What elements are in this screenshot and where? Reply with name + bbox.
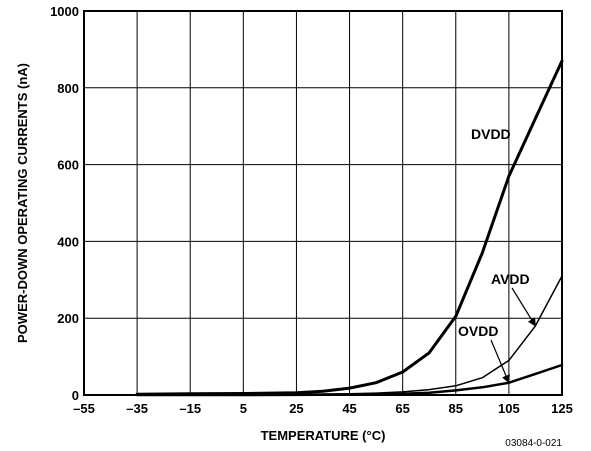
figure-id: 03084-0-021 xyxy=(505,438,562,449)
x-tick-label: 65 xyxy=(395,401,409,416)
series-arrow-ovdd xyxy=(490,339,510,384)
x-tick-label: –15 xyxy=(179,401,201,416)
x-tick-label: 45 xyxy=(342,401,356,416)
y-tick-label: 200 xyxy=(57,311,79,326)
y-tick-label: 0 xyxy=(72,388,79,403)
y-tick-label: 600 xyxy=(57,158,79,173)
x-tick-label: 25 xyxy=(289,401,303,416)
x-tick-label: –35 xyxy=(126,401,148,416)
x-tick-label: –55 xyxy=(73,401,95,416)
x-axis-title: TEMPERATURE (°C) xyxy=(261,428,386,443)
series-label-dvdd: DVDD xyxy=(471,126,511,142)
y-tick-label: 1000 xyxy=(50,4,79,19)
x-tick-label: 125 xyxy=(551,401,573,416)
plot-frame xyxy=(83,10,563,396)
x-tick-label: 105 xyxy=(498,401,520,416)
series-line-dvdd xyxy=(135,59,564,396)
grid xyxy=(84,11,562,395)
x-tick-label: 5 xyxy=(240,401,247,416)
y-tick-label: 400 xyxy=(57,234,79,249)
series-label-avdd: AVDD xyxy=(491,271,530,287)
series-annotations: DVDD AVDD OVDD xyxy=(458,126,536,384)
y-axis-title: POWER-DOWN OPERATING CURRENTS (nA) xyxy=(15,63,30,343)
series-label-ovdd: OVDD xyxy=(458,323,498,339)
x-tick-label: 85 xyxy=(449,401,463,416)
y-tick-label: 800 xyxy=(57,81,79,96)
tick-labels: –55 –35 –15 5 25 45 65 85 105 125 0 200 400 600 800 100… xyxy=(50,4,573,416)
series-arrow-avdd xyxy=(511,287,536,327)
